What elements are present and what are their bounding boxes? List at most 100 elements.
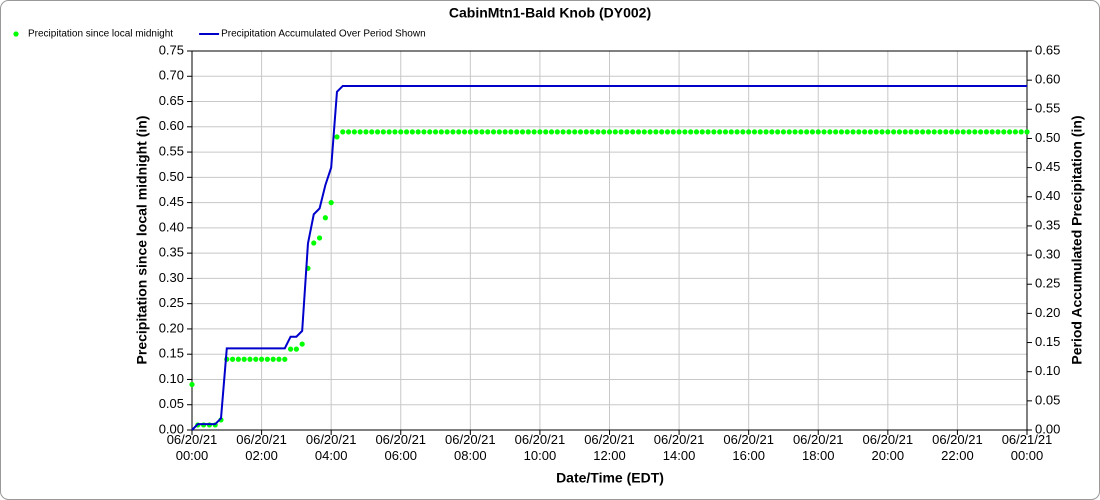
data-point <box>833 129 839 135</box>
y-tick-label: 0.00 <box>159 421 184 436</box>
data-point <box>398 129 404 135</box>
data-point <box>960 129 966 135</box>
data-point <box>647 129 653 135</box>
data-point <box>456 129 462 135</box>
data-point <box>519 129 526 135</box>
data-point <box>925 129 932 135</box>
data-point <box>386 129 392 135</box>
data-point <box>235 356 241 362</box>
data-point <box>746 129 752 135</box>
chart-title: CabinMtn1-Bald Knob (DY002) <box>449 5 651 21</box>
data-point <box>659 129 665 135</box>
y-tick-label: 0.05 <box>159 396 184 411</box>
x-tick-label: 06/20/21 04:00 <box>306 432 357 463</box>
data-point <box>589 129 595 135</box>
data-point <box>258 356 265 362</box>
data-point <box>699 129 705 135</box>
data-point <box>821 129 827 135</box>
data-point <box>809 129 816 135</box>
y2-tick-label: 0.10 <box>1035 363 1060 378</box>
y-tick-label: 0.40 <box>159 219 184 234</box>
data-point <box>740 129 746 135</box>
data-point <box>229 356 236 362</box>
data-point <box>838 129 845 135</box>
y-tick-label: 0.75 <box>159 42 184 57</box>
data-point <box>931 129 937 135</box>
data-point <box>374 129 381 135</box>
data-point <box>1018 129 1024 135</box>
x-tick-label: 06/20/21 02:00 <box>236 432 287 463</box>
data-point <box>908 129 914 135</box>
data-point <box>728 129 734 135</box>
data-point <box>369 129 375 135</box>
y2-tick-label: 0.35 <box>1035 217 1060 232</box>
y2-tick-label: 0.25 <box>1035 276 1060 291</box>
data-point <box>879 129 885 135</box>
data-point <box>635 129 642 135</box>
data-point <box>804 129 810 135</box>
data-point <box>630 129 636 135</box>
y2-tick-label: 0.55 <box>1035 101 1060 116</box>
data-point <box>914 129 920 135</box>
data-point <box>583 129 589 135</box>
y2-tick-label: 0.45 <box>1035 159 1060 174</box>
data-point <box>287 346 294 352</box>
data-point <box>862 129 868 135</box>
x-tick-label: 06/20/21 20:00 <box>863 432 914 463</box>
data-point <box>490 129 497 135</box>
data-point <box>577 129 584 135</box>
data-point <box>403 129 410 135</box>
data-point <box>641 129 647 135</box>
data-point <box>966 129 972 135</box>
x-tick-label: 06/20/21 18:00 <box>793 432 844 463</box>
y-tick-label: 0.20 <box>159 320 184 335</box>
data-point <box>978 129 984 135</box>
data-point <box>844 129 850 135</box>
data-point <box>618 129 624 135</box>
data-point <box>601 129 607 135</box>
data-point <box>867 129 874 135</box>
data-point <box>316 235 323 241</box>
data-point <box>989 129 995 135</box>
data-point <box>548 129 555 135</box>
y2-tick-label: 0.50 <box>1035 130 1060 145</box>
x-tick-label: 06/20/21 08:00 <box>445 432 496 463</box>
data-point <box>392 129 398 135</box>
data-point <box>264 356 270 362</box>
data-point <box>920 129 926 135</box>
data-point <box>270 356 276 362</box>
data-point <box>525 129 531 135</box>
data-point <box>763 129 769 135</box>
data-line <box>191 84 1027 431</box>
legend-label: Precipitation Accumulated Over Period Sh… <box>221 29 426 40</box>
data-point <box>757 129 763 135</box>
data-point <box>537 129 543 135</box>
data-point <box>815 129 821 135</box>
data-point <box>322 215 328 221</box>
data-point <box>612 129 618 135</box>
data-point <box>983 129 990 135</box>
data-point <box>560 129 566 135</box>
data-point <box>653 129 659 135</box>
legend-label: Precipitation since local midnight <box>28 29 173 40</box>
y2-tick-label: 0.00 <box>1035 421 1060 436</box>
data-point <box>780 129 787 135</box>
data-point <box>798 129 804 135</box>
x-tick-label: 06/21/21 00:00 <box>1002 432 1053 463</box>
data-point <box>972 129 978 135</box>
data-point <box>995 129 1001 135</box>
data-point <box>415 129 421 135</box>
data-point <box>670 129 676 135</box>
data-point <box>508 129 514 135</box>
data-point <box>595 129 601 135</box>
data-point <box>554 129 560 135</box>
data-point <box>253 356 259 362</box>
data-point <box>409 129 415 135</box>
y-tick-label: 0.30 <box>159 270 184 285</box>
y-tick-label: 0.45 <box>159 194 184 209</box>
data-point <box>572 129 578 135</box>
data-point <box>1012 129 1019 135</box>
data-point <box>937 129 943 135</box>
data-point <box>664 129 671 135</box>
data-point <box>734 129 740 135</box>
